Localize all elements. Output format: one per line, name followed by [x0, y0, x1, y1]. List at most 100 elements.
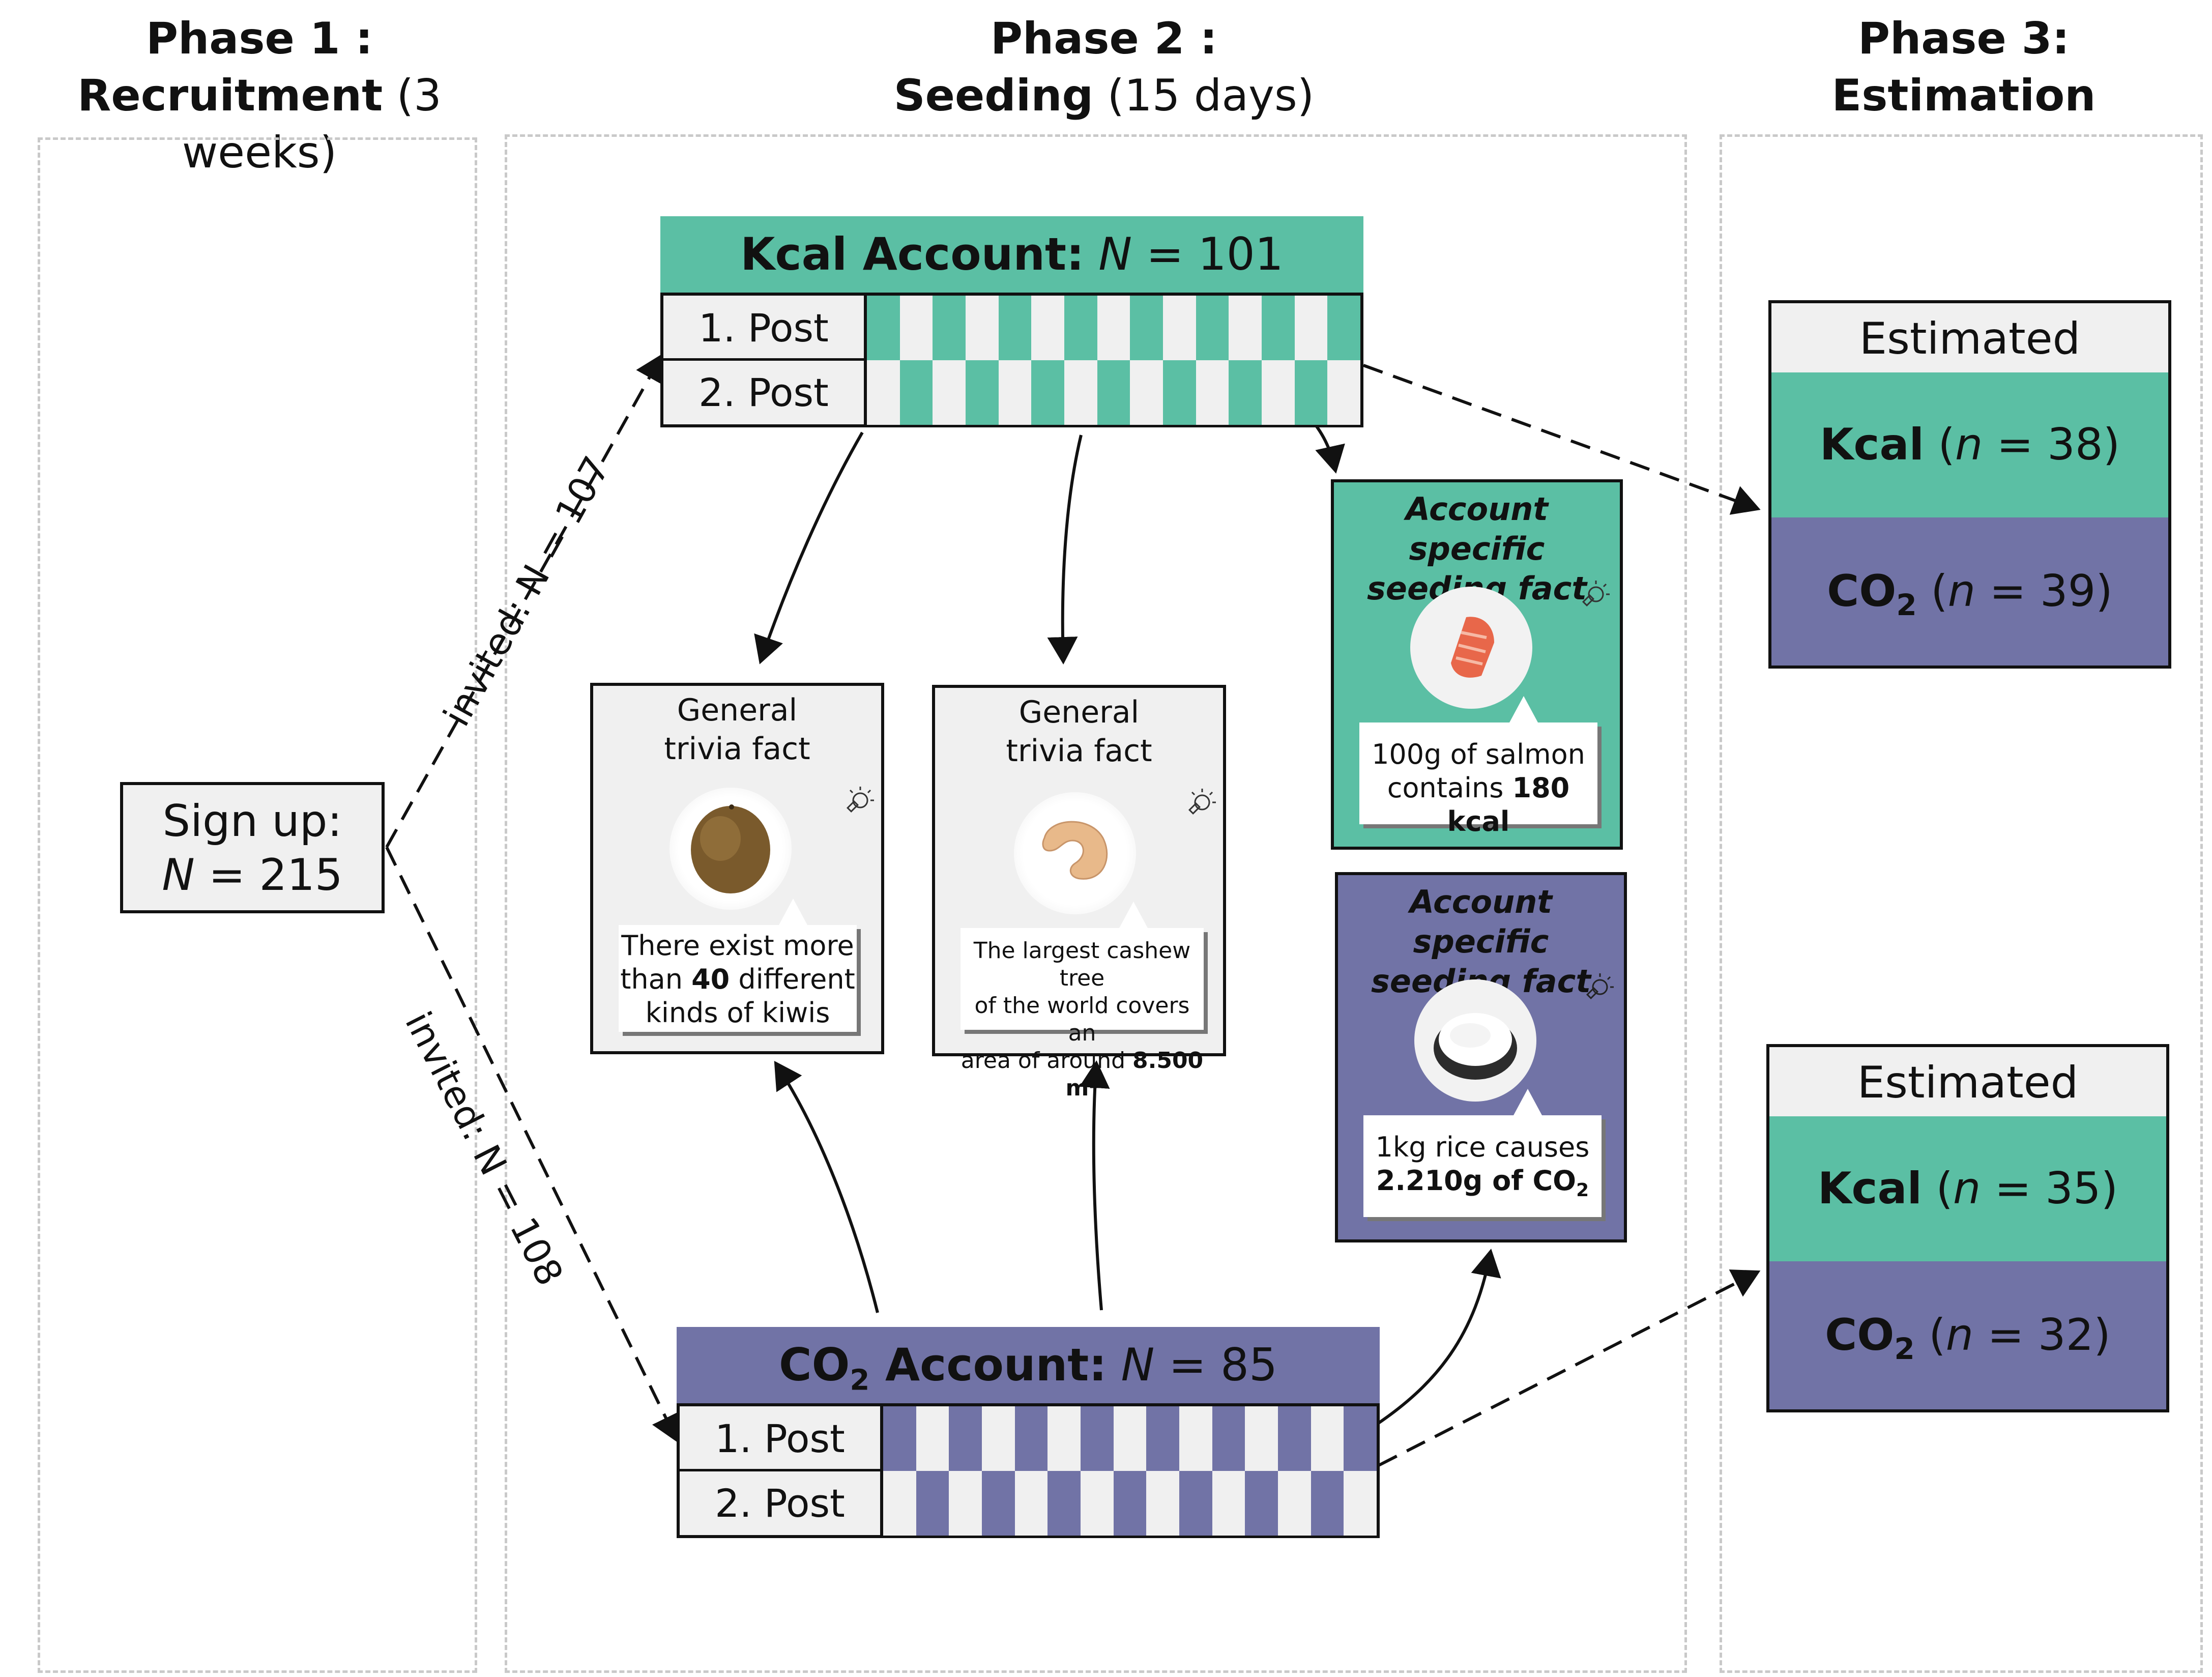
- post-grid-cell: [1311, 1470, 1344, 1536]
- post-grid-cell: [1262, 360, 1295, 425]
- phase-2-box: [505, 134, 1687, 1673]
- seeding-bubble-salmon: 100g of salmon contains 180 kcal: [1359, 722, 1597, 837]
- rice-bowl-icon: [1414, 979, 1536, 1102]
- kcal-account-header: Kcal Account: N = 101: [660, 216, 1363, 293]
- signup-count: N = 215: [162, 850, 343, 901]
- post-grid-cell: [883, 1406, 916, 1471]
- seeding-card-salmon: Account specific seeding fact 100g of sa…: [1331, 479, 1623, 850]
- post-grid-cell: [998, 296, 1032, 360]
- co2-account-header: CO2 Account: N = 85: [677, 1327, 1380, 1403]
- lightbulb-icon: [1582, 581, 1610, 607]
- co2-post-checkerboard: [883, 1406, 1377, 1536]
- post-grid-cell: [1229, 360, 1262, 425]
- post-grid-cell: [1196, 296, 1229, 360]
- criterion-box-kcal-account: Estimated Criterion Kcal (n = 38) CO2 (n…: [1768, 300, 2171, 669]
- trivia-card-title: General trivia fact: [1006, 695, 1152, 769]
- trivia-bubble-kiwi: There exist more than 40 different kinds…: [619, 925, 857, 1032]
- post-grid-cell: [1097, 360, 1130, 425]
- phase-3-box: [1720, 134, 2203, 1673]
- phase-2-name: Seeding: [893, 70, 1094, 121]
- trivia-card-cashew: General trivia fact The largest cashew t…: [932, 685, 1226, 1101]
- lightbulb-icon: [1586, 973, 1614, 1000]
- lightbulb-icon: [846, 787, 874, 813]
- bubble-tail: [1119, 902, 1148, 928]
- post-grid-cell: [1344, 1406, 1377, 1471]
- post-grid-cell: [1146, 1406, 1180, 1471]
- post-grid-cell: [1344, 1470, 1377, 1536]
- criterion-row-kcal: Kcal (n = 38): [1771, 372, 2168, 517]
- arrow-co2-to-trivia-2: [1079, 1060, 1110, 1311]
- phase-1-name: Recruitment: [77, 70, 383, 121]
- post-grid-cell: [1212, 1406, 1245, 1471]
- post-grid-cell: [1014, 1470, 1048, 1536]
- post-grid-cell: [1327, 360, 1361, 425]
- arrow-co2-to-seeding: [1367, 1249, 1501, 1431]
- post-grid-cell: [949, 1470, 982, 1536]
- post-grid-cell: [1179, 1470, 1212, 1536]
- signup-box: Sign up: N = 215: [120, 782, 385, 913]
- co2-post-1: 1. Post: [680, 1406, 883, 1471]
- kcal-account: Kcal Account: N = 101 1. Post 2. Post: [660, 216, 1363, 427]
- arrow-kcal-to-criterion: [1362, 364, 1761, 515]
- kcal-post-2: 2. Post: [663, 361, 867, 424]
- phase-1-duration: (3 weeks): [182, 70, 442, 178]
- kcal-post-1: 1. Post: [663, 296, 867, 361]
- co2-post-2: 2. Post: [680, 1471, 883, 1535]
- kcal-post-checkerboard: [867, 296, 1361, 425]
- phase-2-title: Phase 2 : Seeding (15 days): [794, 10, 1414, 124]
- post-grid-cell: [982, 1470, 1015, 1536]
- post-grid-cell: [1311, 1406, 1344, 1471]
- phase-3-title: Phase 3: Estimation: [1730, 10, 2198, 124]
- arrow-signup-to-co2: [385, 846, 680, 1443]
- post-grid-cell: [982, 1406, 1015, 1471]
- post-grid-cell: [1031, 296, 1065, 360]
- salmon-icon: [1410, 587, 1532, 709]
- post-grid-cell: [1229, 296, 1262, 360]
- post-grid-cell: [916, 1470, 949, 1536]
- arrow-kcal-to-trivia-1: [754, 431, 864, 664]
- post-grid-cell: [998, 360, 1032, 425]
- post-grid-cell: [966, 296, 999, 360]
- post-grid-cell: [1113, 1470, 1147, 1536]
- phase-1-label: Phase 1 :: [146, 13, 373, 64]
- post-grid-cell: [1081, 1470, 1114, 1536]
- post-grid-cell: [1047, 1406, 1081, 1471]
- phase-3-label: Phase 3:: [1858, 13, 2070, 64]
- co2-account-count: = 85: [1154, 1339, 1277, 1391]
- phase-2-duration: (15 days): [1093, 70, 1315, 121]
- kcal-account-name: Kcal Account:: [740, 228, 1085, 280]
- phase-2-label: Phase 2 :: [991, 13, 1217, 64]
- post-grid-cell: [1130, 296, 1163, 360]
- post-grid-cell: [916, 1406, 949, 1471]
- seeding-bubble-rice: 1kg rice causes 2.210g of CO2: [1363, 1115, 1602, 1217]
- post-grid-cell: [883, 1470, 916, 1536]
- kiwi-icon: [670, 788, 792, 910]
- post-grid-cell: [867, 296, 900, 360]
- post-grid-cell: [1196, 360, 1229, 425]
- arrow-co2-to-trivia-1: [774, 1060, 879, 1313]
- post-grid-cell: [899, 360, 933, 425]
- post-grid-cell: [1278, 1470, 1311, 1536]
- seeding-card-rice: Account specific seeding fact 1kg rice c…: [1335, 872, 1627, 1242]
- criterion-box-co2-account: Estimated Criterion Kcal (n = 35) CO2 (n…: [1766, 1044, 2169, 1412]
- kcal-post-grid: 1. Post 2. Post: [660, 293, 1363, 427]
- trivia-bubble-cashew: The largest cashew tree of the world cov…: [961, 928, 1204, 1101]
- post-grid-cell: [1294, 296, 1328, 360]
- lightbulb-icon: [1188, 789, 1216, 815]
- post-grid-cell: [1245, 1470, 1278, 1536]
- post-grid-cell: [1064, 360, 1097, 425]
- seeding-card-title: Account specific seeding fact: [1367, 490, 1587, 607]
- post-grid-cell: [1081, 1406, 1114, 1471]
- arrow-kcal-to-trivia-2: [1047, 435, 1083, 664]
- cashew-icon: [1014, 792, 1136, 914]
- arrow-co2-to-criterion: [1378, 1269, 1761, 1467]
- criterion-header: Estimated Criterion: [1771, 303, 2168, 436]
- phase-1-title: Phase 1 : Recruitment (3 weeks): [20, 10, 499, 181]
- post-grid-cell: [1014, 1406, 1048, 1471]
- bubble-tail: [779, 899, 807, 925]
- trivia-card-title: General trivia fact: [664, 692, 810, 767]
- post-grid-cell: [1212, 1470, 1245, 1536]
- criterion-header: Estimated Criterion: [1769, 1047, 2166, 1179]
- post-grid-cell: [1031, 360, 1065, 425]
- signup-label: Sign up:: [162, 796, 342, 847]
